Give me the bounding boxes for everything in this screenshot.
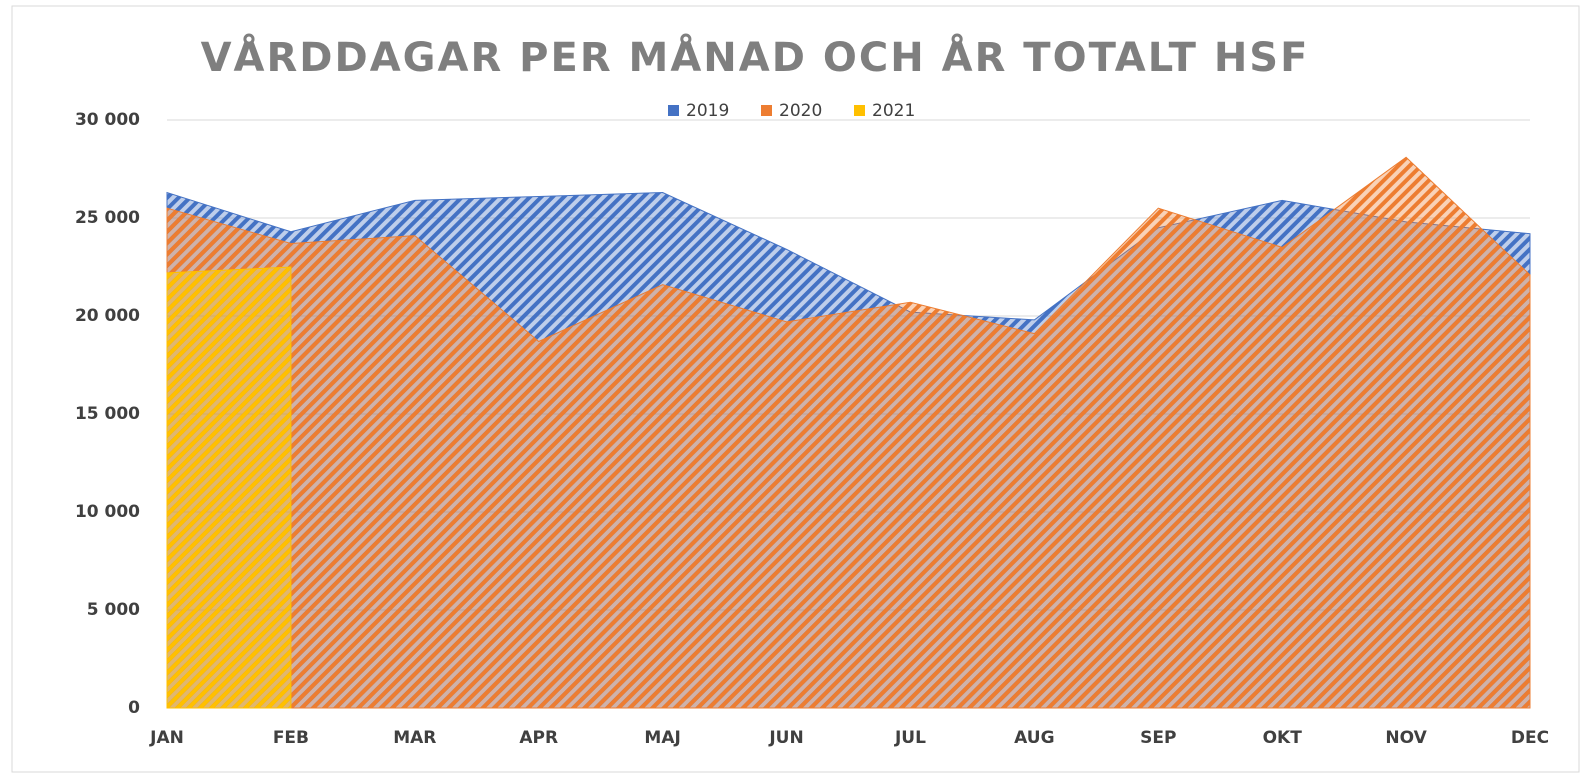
legend-label: 2019 <box>686 101 729 121</box>
x-tick-label: FEB <box>273 728 309 748</box>
y-tick-label: 10 000 <box>75 502 140 522</box>
x-tick-label: OKT <box>1263 728 1303 748</box>
x-tick-label: MAR <box>393 728 436 748</box>
x-tick-label: DEC <box>1511 728 1549 748</box>
chart-title: VÅRDDAGAR PER MÅNAD OCH ÅR TOTALT HSF <box>201 32 1310 81</box>
x-tick-label: JUN <box>768 728 803 748</box>
x-tick-label: APR <box>519 728 558 748</box>
area <box>166 266 292 709</box>
y-tick-label: 20 000 <box>75 306 140 326</box>
legend-swatch <box>761 105 772 116</box>
y-tick-label: 5 000 <box>87 600 140 620</box>
y-tick-label: 15 000 <box>75 404 140 424</box>
y-tick-label: 30 000 <box>75 110 140 130</box>
x-tick-label: MAJ <box>644 728 680 748</box>
area <box>166 156 1531 709</box>
legend-label: 2021 <box>872 101 915 121</box>
y-tick-label: 25 000 <box>75 208 140 228</box>
legend-swatch <box>668 105 679 116</box>
x-tick-label: JAN <box>149 728 184 748</box>
legend-label: 2020 <box>779 101 822 121</box>
x-tick-label: JUL <box>894 728 926 748</box>
x-tick-label: AUG <box>1014 728 1054 748</box>
y-tick-label: 0 <box>128 698 140 718</box>
x-tick-label: SEP <box>1140 728 1176 748</box>
x-tick-label: NOV <box>1385 728 1427 748</box>
legend-swatch <box>854 105 865 116</box>
